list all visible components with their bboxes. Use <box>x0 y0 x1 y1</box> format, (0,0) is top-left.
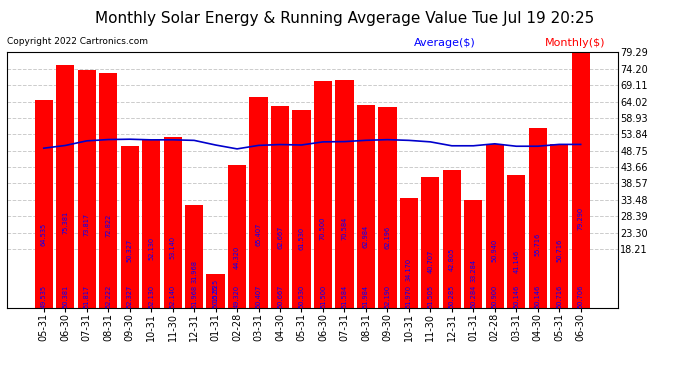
Text: 50.530: 50.530 <box>299 285 304 308</box>
Text: 52.222: 52.222 <box>105 285 111 308</box>
Bar <box>550 144 569 308</box>
Text: 79.290: 79.290 <box>578 207 584 230</box>
Bar <box>77 70 96 308</box>
Bar <box>206 274 225 308</box>
Text: 34.170: 34.170 <box>406 258 412 280</box>
Text: 50.706: 50.706 <box>578 285 584 308</box>
Bar <box>486 144 504 308</box>
Bar <box>249 97 268 308</box>
Text: 55.716: 55.716 <box>535 233 541 256</box>
Bar <box>464 201 482 308</box>
Text: 51.968: 51.968 <box>191 285 197 308</box>
Text: 50.900: 50.900 <box>492 285 497 308</box>
Text: 50.940: 50.940 <box>492 238 497 262</box>
Text: 52.130: 52.130 <box>148 285 154 308</box>
Text: 73.817: 73.817 <box>83 213 90 236</box>
Text: 33.284: 33.284 <box>471 258 476 282</box>
Bar <box>121 146 139 308</box>
Text: 50.667: 50.667 <box>277 285 283 308</box>
Text: 44.320: 44.320 <box>234 246 240 269</box>
Text: 52.190: 52.190 <box>384 285 391 308</box>
Text: 42.805: 42.805 <box>448 248 455 271</box>
Text: 72.822: 72.822 <box>105 214 111 237</box>
Bar <box>335 81 353 308</box>
Text: 51.505: 51.505 <box>427 285 433 308</box>
Text: 31.968: 31.968 <box>191 260 197 283</box>
Text: 50.284: 50.284 <box>471 285 476 308</box>
Text: 51.984: 51.984 <box>363 285 369 308</box>
Text: 51.584: 51.584 <box>342 285 348 308</box>
Text: 51.500: 51.500 <box>320 285 326 308</box>
Bar <box>443 170 461 308</box>
Text: 50.327: 50.327 <box>127 239 132 262</box>
Text: 70.500: 70.500 <box>320 216 326 240</box>
Text: Monthly($): Monthly($) <box>545 38 606 48</box>
Text: 50.716: 50.716 <box>556 239 562 262</box>
Bar <box>571 53 590 308</box>
Text: 52.140: 52.140 <box>170 285 176 308</box>
Bar <box>314 81 332 308</box>
Bar <box>228 165 246 308</box>
Text: 49.535: 49.535 <box>41 285 47 308</box>
Text: 50.285: 50.285 <box>448 285 455 308</box>
Text: 40.707: 40.707 <box>427 250 433 273</box>
Text: 61.530: 61.530 <box>299 226 304 250</box>
Text: 50.146: 50.146 <box>513 285 520 308</box>
Bar <box>185 205 204 308</box>
Bar <box>400 198 418 308</box>
Bar <box>293 110 310 308</box>
Text: 53.140: 53.140 <box>170 236 176 259</box>
Text: 62.196: 62.196 <box>384 226 391 249</box>
Text: Monthly Solar Energy & Running Avgerage Value Tue Jul 19 20:25: Monthly Solar Energy & Running Avgerage … <box>95 11 595 26</box>
Bar <box>529 128 547 308</box>
Text: 65.407: 65.407 <box>255 222 262 246</box>
Bar <box>142 140 160 308</box>
Text: 50.407: 50.407 <box>255 285 262 308</box>
Text: Copyright 2022 Cartronics.com: Copyright 2022 Cartronics.com <box>7 38 148 46</box>
Bar <box>357 105 375 308</box>
Text: 62.667: 62.667 <box>277 225 283 249</box>
Text: 70.584: 70.584 <box>342 216 348 240</box>
Text: 62.984: 62.984 <box>363 225 369 248</box>
Bar <box>56 65 75 308</box>
Text: 41.146: 41.146 <box>513 250 520 273</box>
Text: 51.970: 51.970 <box>406 285 412 308</box>
Text: 10.525: 10.525 <box>213 279 219 302</box>
Text: 52.130: 52.130 <box>148 237 154 260</box>
Bar <box>164 136 181 308</box>
Text: 75.381: 75.381 <box>62 211 68 234</box>
Bar <box>378 108 397 307</box>
Text: 64.535: 64.535 <box>41 223 47 246</box>
Text: 52.327: 52.327 <box>127 285 132 308</box>
Bar <box>507 175 525 308</box>
Text: 49.320: 49.320 <box>234 285 240 308</box>
Text: Average($): Average($) <box>414 38 475 48</box>
Bar <box>271 106 289 307</box>
Bar <box>34 100 53 308</box>
Text: 50.716: 50.716 <box>556 285 562 308</box>
Bar <box>421 177 440 308</box>
Text: 50.381: 50.381 <box>62 285 68 308</box>
Bar <box>99 73 117 308</box>
Text: 50.525: 50.525 <box>213 285 219 308</box>
Text: 50.146: 50.146 <box>535 285 541 308</box>
Text: 51.817: 51.817 <box>83 285 90 308</box>
